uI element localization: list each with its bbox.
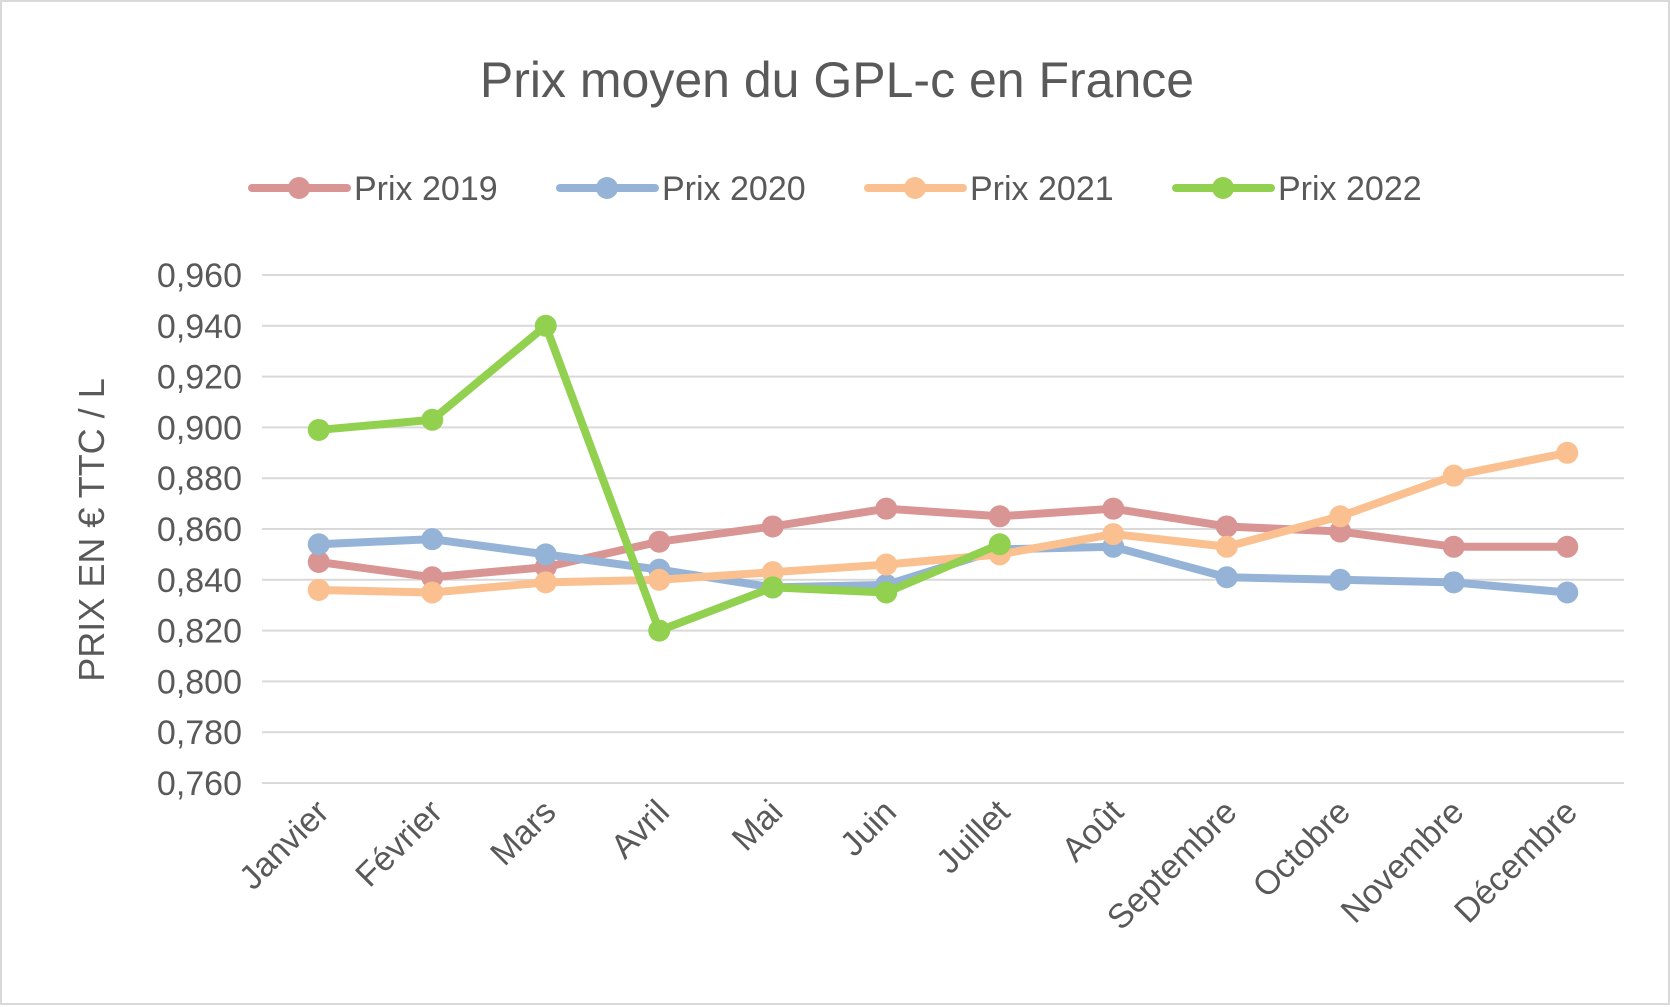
legend-dot-marker xyxy=(904,177,926,199)
data-point xyxy=(1442,535,1465,558)
x-tick-label: Avril xyxy=(604,793,677,866)
y-tick-label: 0,940 xyxy=(157,308,242,346)
data-point xyxy=(761,576,784,599)
data-point xyxy=(648,530,671,553)
data-point xyxy=(1102,523,1125,546)
x-tick-label: Juillet xyxy=(929,792,1018,881)
x-tick-label: Mars xyxy=(483,793,563,873)
y-tick-label: 0,780 xyxy=(157,714,242,752)
legend-item: Prix 2022 xyxy=(1172,170,1422,208)
y-tick-label: 0,760 xyxy=(157,765,242,803)
legend-dot-marker xyxy=(288,177,310,199)
data-point xyxy=(1556,535,1579,558)
data-point xyxy=(307,578,330,601)
x-tick-label: Novembre xyxy=(1334,793,1472,931)
data-point xyxy=(307,533,330,556)
y-axis-title: PRIX EN € TTC / L xyxy=(71,378,112,681)
series-prix-2022 xyxy=(307,314,1011,642)
x-tick-label: Juin xyxy=(833,793,904,864)
legend-label: Prix 2021 xyxy=(970,170,1114,208)
legend-label: Prix 2019 xyxy=(354,170,498,208)
data-point xyxy=(648,619,671,642)
legend-label: Prix 2020 xyxy=(662,170,806,208)
data-point xyxy=(1556,581,1579,604)
series-lines xyxy=(307,314,1579,642)
data-point xyxy=(875,581,898,604)
y-tick-label: 0,900 xyxy=(157,409,242,447)
y-tick-label: 0,800 xyxy=(157,663,242,701)
legend: Prix 2019 Prix 2020 Prix 2021 Prix 2022 xyxy=(248,170,1422,208)
data-point xyxy=(307,418,330,441)
legend-dot-marker xyxy=(596,177,618,199)
legend-dot-marker xyxy=(1212,177,1234,199)
data-point xyxy=(1102,497,1125,520)
data-point xyxy=(648,568,671,591)
data-point xyxy=(421,528,444,551)
legend-item: Prix 2021 xyxy=(864,170,1114,208)
x-tick-label: Août xyxy=(1055,792,1132,869)
y-axis-tick-labels: 0,960 0,940 0,920 0,900 0,880 0,860 0,840 0,820… xyxy=(157,257,242,803)
y-tick-label: 0,880 xyxy=(157,460,242,498)
data-point xyxy=(421,566,444,589)
data-point xyxy=(1442,571,1465,594)
data-point xyxy=(307,551,330,574)
data-point xyxy=(421,581,444,604)
data-point xyxy=(1329,568,1352,591)
y-tick-label: 0,920 xyxy=(157,359,242,397)
data-point xyxy=(988,533,1011,556)
series-prix-2019 xyxy=(307,497,1579,589)
y-tick-label: 0,840 xyxy=(157,562,242,600)
data-point xyxy=(1215,535,1238,558)
data-point xyxy=(761,515,784,538)
legend-label: Prix 2022 xyxy=(1278,170,1422,208)
data-point xyxy=(534,314,557,337)
data-point xyxy=(875,497,898,520)
data-point xyxy=(1556,441,1579,464)
data-point xyxy=(988,505,1011,528)
series-line xyxy=(314,504,1572,582)
chart-title: Prix moyen du GPL-c en France xyxy=(480,52,1194,108)
data-point xyxy=(1215,566,1238,589)
data-point xyxy=(875,553,898,576)
y-tick-label: 0,860 xyxy=(157,511,242,549)
data-point xyxy=(534,571,557,594)
y-tick-label: 0,960 xyxy=(157,257,242,295)
data-point xyxy=(1329,520,1352,543)
data-point xyxy=(534,543,557,566)
x-tick-label: Octobre xyxy=(1246,793,1358,905)
data-point xyxy=(421,408,444,431)
legend-item: Prix 2020 xyxy=(556,170,806,208)
x-tick-label: Février xyxy=(348,793,450,895)
y-tick-label: 0,820 xyxy=(157,613,242,651)
x-tick-label: Décembre xyxy=(1447,793,1585,931)
legend-item: Prix 2019 xyxy=(248,170,498,208)
data-point xyxy=(761,561,784,584)
data-point xyxy=(1215,515,1238,538)
data-point xyxy=(1329,505,1352,528)
x-tick-label: Janvier xyxy=(232,793,336,897)
data-point xyxy=(1442,464,1465,487)
x-tick-label: Mai xyxy=(725,793,791,859)
series-line xyxy=(314,448,1572,597)
x-axis-tick-labels: Janvier Février Mars Avril Mai Juin Juillet Aoû… xyxy=(232,792,1585,937)
series-prix-2021 xyxy=(307,441,1579,604)
gridlines xyxy=(262,274,1624,784)
